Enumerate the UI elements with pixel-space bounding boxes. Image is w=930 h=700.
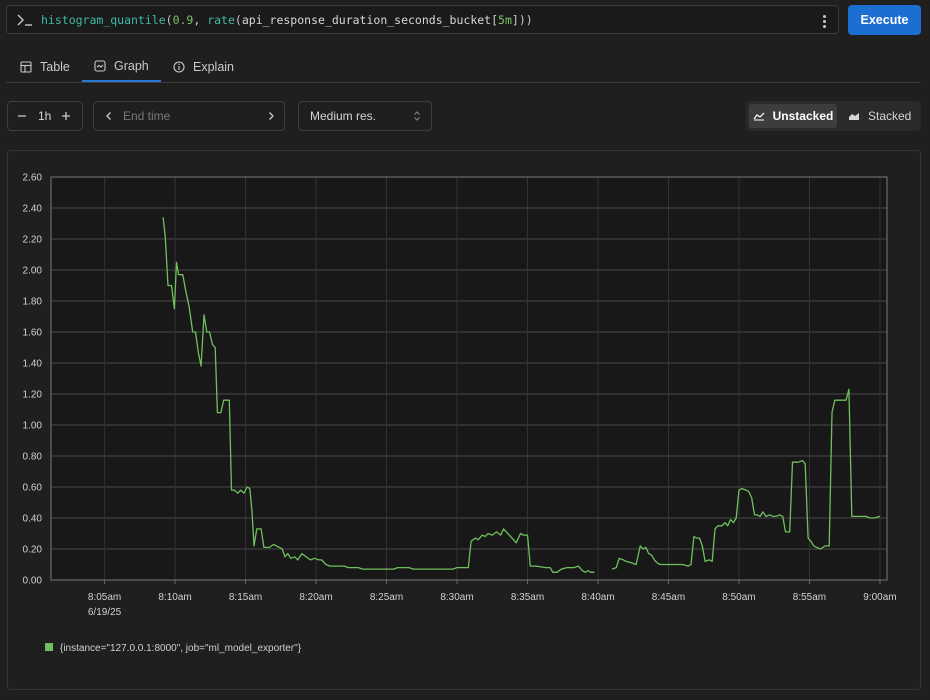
x-tick-label: 8:45am (652, 592, 685, 603)
x-tick-label: 8:30am (440, 592, 473, 603)
x-tick-label: 9:00am (863, 592, 896, 603)
resolution-value: Medium res. (310, 109, 377, 123)
minus-icon[interactable] (16, 110, 28, 122)
range-value[interactable]: 1h (38, 109, 52, 123)
x-date-label: 6/19/25 (88, 607, 122, 618)
x-tick-label: 8:25am (370, 592, 403, 603)
query-expression: histogram_quantile(0.9, rate(api_respons… (41, 13, 533, 27)
stacked-label: Stacked (868, 109, 912, 123)
x-tick-label: 8:35am (511, 592, 544, 603)
chevron-right-icon[interactable] (266, 111, 276, 121)
graph-panel: 0.00 0.20 0.40 0.60 0.80 1.00 1.20 1.40 1.60 1.80… (7, 150, 921, 690)
y-tick-label: 2.60 (23, 173, 43, 184)
y-tick-label: 2.20 (23, 235, 43, 246)
series-line[interactable] (162, 217, 595, 573)
y-tick-label: 1.60 (23, 328, 43, 339)
x-tick-label: 8:15am (229, 592, 262, 603)
tab-explain[interactable]: Explain (173, 52, 234, 81)
y-tick-label: 1.80 (23, 297, 43, 308)
y-tick-label: 1.00 (23, 421, 43, 432)
end-time-input[interactable]: End time (123, 109, 171, 123)
x-tick-label: 8:55am (793, 592, 826, 603)
x-tick-label: 8:40am (581, 592, 614, 603)
y-tick-label: 0.20 (23, 545, 43, 556)
x-tick-label: 8:20am (299, 592, 332, 603)
x-tick-label: 8:50am (722, 592, 755, 603)
y-tick-label: 0.00 (23, 576, 43, 587)
legend-label[interactable]: {instance="127.0.0.1:8000", job="ml_mode… (60, 643, 302, 654)
terminal-prompt-icon (17, 14, 32, 26)
unstacked-button[interactable]: Unstacked (749, 104, 837, 128)
plus-icon[interactable] (60, 110, 72, 122)
tab-table-label: Table (40, 59, 70, 74)
stack-toggle: Unstacked Stacked (746, 101, 921, 131)
series-line[interactable] (611, 388, 881, 570)
plot-area (51, 177, 887, 580)
y-tick-label: 1.20 (23, 390, 43, 401)
area-chart-icon (849, 113, 859, 120)
end-time-control: End time (93, 101, 285, 131)
view-tabs: Table Graph Explain (6, 52, 921, 83)
execute-button[interactable]: Execute (848, 5, 921, 35)
tab-graph-label: Graph (114, 59, 149, 73)
y-tick-label: 0.80 (23, 452, 43, 463)
x-tick-label: 8:10am (158, 592, 191, 603)
chevron-up-down-icon (414, 111, 420, 121)
query-input[interactable]: histogram_quantile(0.9, rate(api_respons… (6, 5, 839, 34)
table-icon (20, 60, 32, 73)
graph-icon (94, 60, 106, 72)
tab-table[interactable]: Table (20, 52, 70, 81)
stacked-button[interactable]: Stacked (848, 104, 918, 128)
range-control: 1h (7, 101, 83, 131)
unstacked-label: Unstacked (772, 109, 834, 123)
info-icon (173, 60, 185, 73)
x-tick-label: 8:05am (88, 592, 121, 603)
plot-border (50, 176, 888, 581)
y-tick-label: 0.60 (23, 483, 43, 494)
y-tick-label: 0.40 (23, 514, 43, 525)
y-tick-label: 2.40 (23, 204, 43, 215)
chevron-left-icon[interactable] (104, 111, 114, 121)
y-tick-label: 2.00 (23, 266, 43, 277)
y-tick-label: 1.40 (23, 359, 43, 370)
legend-swatch[interactable] (45, 643, 53, 651)
tab-graph[interactable]: Graph (82, 52, 161, 82)
resolution-select[interactable]: Medium res. (298, 101, 432, 131)
line-chart: 0.00 0.20 0.40 0.60 0.80 1.00 1.20 1.40 1.60 1.80… (23, 173, 897, 655)
tab-explain-label: Explain (193, 59, 234, 74)
line-chart-icon (753, 112, 765, 121)
more-options-icon[interactable] (818, 13, 830, 29)
